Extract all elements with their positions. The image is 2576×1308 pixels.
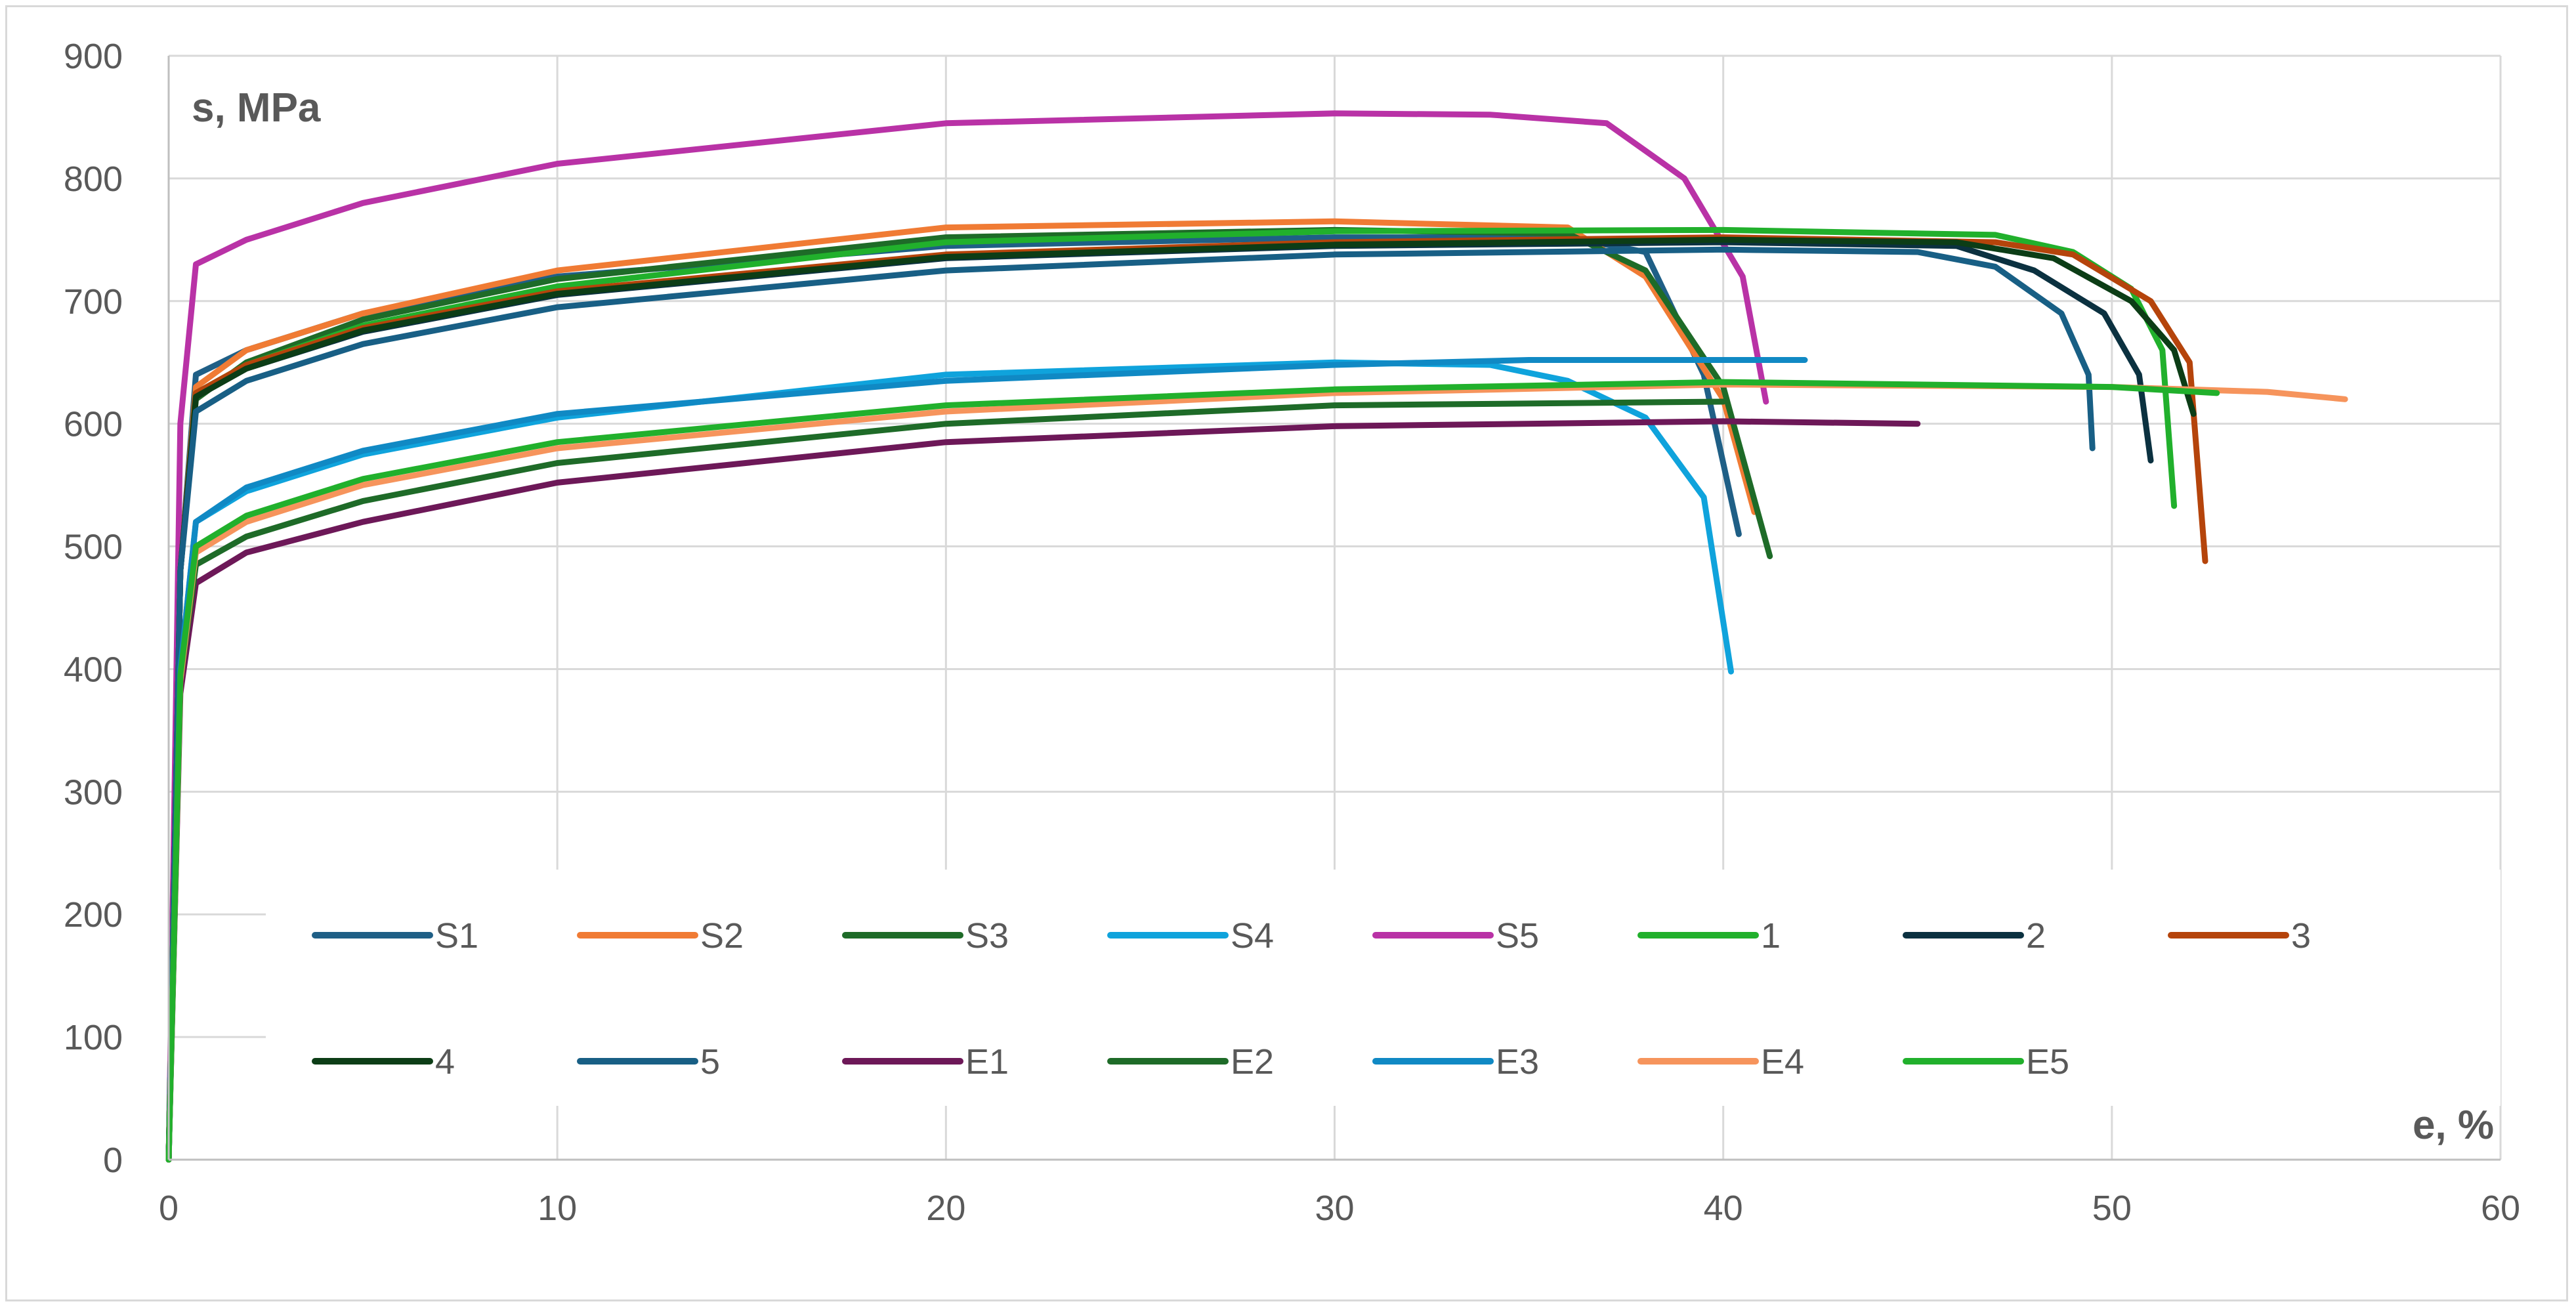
- x-tick-label: 0: [159, 1189, 179, 1228]
- y-tick-label: 500: [64, 528, 123, 567]
- legend-label-e3: E3: [1496, 1042, 1539, 1082]
- y-tick-label: 800: [64, 159, 123, 199]
- y-tick-label: 900: [64, 37, 123, 76]
- tick-labels: 0 100 200 300 400 500 600 700 800 900 0 10 20 30 40 50 6…: [64, 37, 2520, 1228]
- legend-background: [266, 870, 2501, 1106]
- series-line-s5: [165, 110, 1769, 1163]
- legend-label-s2: S2: [700, 916, 744, 956]
- y-tick-label: 300: [64, 772, 123, 812]
- legend-label-4: 4: [435, 1042, 455, 1082]
- x-tick-label: 10: [538, 1189, 577, 1228]
- legend-label-s5: S5: [1496, 916, 1539, 956]
- legend-label-e2: E2: [1231, 1042, 1274, 1082]
- y-tick-label: 100: [64, 1018, 123, 1057]
- x-tick-label: 20: [926, 1189, 965, 1228]
- legend-label-1: 1: [1761, 916, 1781, 956]
- legend: S1 S2 S3 S4 S5 1 2 3 4 5 E1 E2 E3 E4 E5: [312, 916, 2311, 1082]
- legend-label-s1: S1: [435, 916, 478, 956]
- x-tick-label: 60: [2481, 1189, 2520, 1228]
- y-axis-title: s, MPa: [192, 85, 321, 131]
- legend-label-e1: E1: [965, 1042, 1009, 1082]
- legend-label-2: 2: [2026, 916, 2046, 956]
- series-lines: [165, 110, 2348, 1163]
- series-line-e5: [165, 379, 2220, 1163]
- x-tick-label: 40: [1704, 1189, 1743, 1228]
- axes: [167, 56, 2501, 1161]
- legend-label-s4: S4: [1231, 916, 1274, 956]
- legend-label-3: 3: [2291, 916, 2311, 956]
- x-axis-title: e, %: [2413, 1103, 2494, 1148]
- y-tick-label: 700: [64, 282, 123, 322]
- x-tick-label: 30: [1315, 1189, 1354, 1228]
- legend-label-s3: S3: [965, 916, 1009, 956]
- y-tick-label: 400: [64, 650, 123, 689]
- series-line-5: [165, 246, 2096, 1163]
- legend-label-e5: E5: [2026, 1042, 2069, 1082]
- y-tick-label: 600: [64, 405, 123, 444]
- series-line-4: [165, 236, 2197, 1163]
- legend-label-e4: E4: [1761, 1042, 1804, 1082]
- x-tick-label: 50: [2092, 1189, 2132, 1228]
- legend-label-5: 5: [700, 1042, 720, 1082]
- y-tick-label: 200: [64, 895, 123, 935]
- y-tick-label: 0: [103, 1141, 123, 1180]
